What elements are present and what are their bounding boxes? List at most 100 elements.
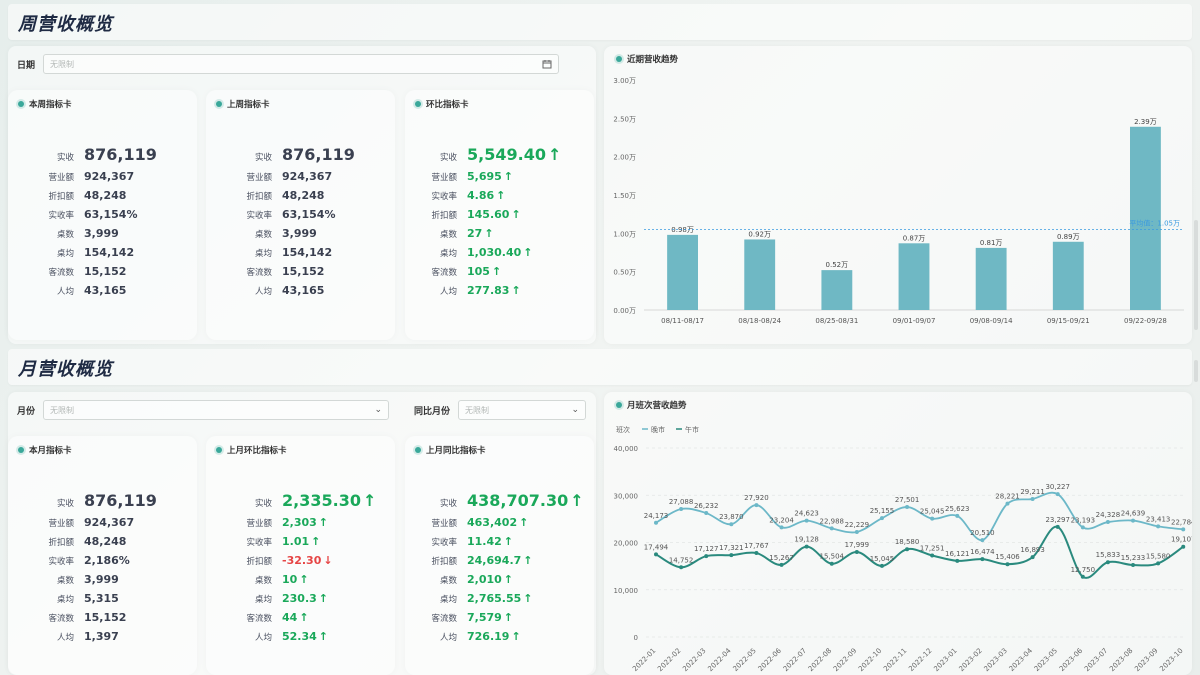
metric-row: 桌均 5,315: [8, 592, 197, 611]
metric-label: 桌数: [56, 230, 74, 240]
data-point: [1156, 524, 1161, 529]
metric-row: 桌均 2,765.55 ↑: [405, 592, 594, 611]
bar-value-label: 0.98万: [671, 226, 694, 234]
point-label: 17,251: [920, 544, 945, 552]
metric-value: 11.42 ↑: [467, 535, 514, 548]
date-picker[interactable]: 无限制: [43, 54, 560, 74]
month-filter: 月份 无限制 ⌄: [17, 400, 390, 420]
point-label: 16,893: [1020, 546, 1045, 554]
bar-value-label: 0.87万: [903, 234, 926, 242]
bar-value-label: 0.81万: [980, 239, 1003, 247]
metric-value: 48,248: [84, 535, 127, 548]
data-point: [779, 525, 784, 530]
point-label: 15,580: [1146, 552, 1171, 560]
y-tick-label: 20,000: [614, 540, 639, 548]
bar: [1130, 126, 1161, 311]
bar-value-label: 0.89万: [1057, 233, 1080, 241]
metric-row: 客流数 7,579 ↑: [405, 611, 594, 630]
weekly-chart-panel: 近期营收趋势 0.00万 0.50万 1.00万 1.50万 2.00万 2.50万 3.0…: [604, 46, 1192, 344]
y-tick-label: 1.00万: [613, 230, 636, 238]
metric-value: 876,119: [84, 491, 157, 510]
metric-label: 人均: [254, 287, 272, 297]
metric-row: 实收率 2,186%: [8, 554, 197, 573]
metric-label: 实收率: [246, 211, 272, 221]
data-point: [1080, 574, 1085, 579]
metric-list: 实收 876,119 营业额 924,367 折扣额 48,248 实收率 2,186% 桌数 3…: [8, 491, 197, 649]
page-scrollbar[interactable]: [1194, 360, 1198, 382]
arrow-up-icon: ↑: [503, 611, 514, 624]
metric-row: 桌数 27 ↑: [405, 227, 594, 246]
title-dot-icon: [18, 447, 24, 453]
x-tick-label: 2022-11: [882, 647, 908, 673]
data-point: [679, 507, 684, 512]
weekly-chart-title: 近期营收趋势: [616, 53, 678, 65]
metric-value: 27 ↑: [467, 227, 494, 240]
data-point: [1181, 544, 1186, 549]
x-tick-label: 09/01-09/07: [893, 317, 936, 325]
metric-value: 7,579 ↑: [467, 611, 514, 624]
arrow-up-icon: ↑: [484, 227, 494, 240]
point-label: 28,221: [995, 493, 1020, 501]
metric-label: 实收率: [48, 211, 74, 221]
data-point: [804, 518, 809, 523]
metric-row: 客流数 105 ↑: [405, 265, 594, 284]
metric-label: 营业额: [48, 519, 74, 529]
metric-value: 15,152: [84, 611, 127, 624]
point-label: 30,227: [1045, 483, 1070, 491]
arrow-up-icon: ↑: [503, 573, 514, 586]
monthly-card-1: 上月环比指标卡 实收 2,335.30 ↑ 营业额 2,303 ↑ 实收率 1.01 ↑ 折扣额 -3…: [206, 436, 395, 675]
y-tick-label: 0.00万: [613, 307, 636, 315]
metric-row: 折扣额 145.60 ↑: [405, 208, 594, 227]
bar: [898, 243, 930, 310]
metric-value: 10 ↑: [282, 573, 309, 586]
metric-label: 营业额: [48, 173, 74, 183]
metric-row: 实收率 63,154%: [8, 208, 197, 227]
metric-value: 2,303 ↑: [282, 516, 329, 529]
point-label: 18,580: [895, 538, 920, 546]
point-label: 14,752: [669, 556, 694, 564]
metric-value: 43,165: [282, 284, 325, 297]
data-point: [754, 551, 759, 556]
data-point: [879, 516, 884, 521]
month-select[interactable]: 无限制 ⌄: [43, 400, 390, 420]
metric-label: 桌均: [254, 595, 272, 605]
series-line: [655, 491, 1184, 541]
point-label: 27,920: [744, 494, 769, 502]
metric-row: 折扣额 24,694.7 ↑: [405, 554, 594, 573]
point-label: 25,045: [920, 508, 945, 516]
weekly-scrollbar[interactable]: [1194, 220, 1198, 330]
data-point: [930, 553, 935, 558]
metric-row: 实收 876,119: [206, 145, 395, 170]
metric-value: 2,765.55 ↑: [467, 592, 533, 605]
monthly-header: 月营收概览: [8, 349, 1192, 385]
data-point: [930, 516, 935, 521]
legend-title: 班次: [616, 425, 630, 434]
metric-value: 924,367: [84, 170, 135, 183]
point-label: 23,204: [769, 516, 794, 524]
metric-label: 客流数: [48, 614, 74, 624]
metric-row: 桌均 154,142: [8, 246, 197, 265]
bar: [975, 247, 1007, 310]
yoy-month-select[interactable]: 无限制 ⌄: [458, 400, 587, 420]
metric-row: 折扣额 48,248: [206, 189, 395, 208]
average-label: 平均值：1.05万: [1129, 219, 1180, 228]
point-label: 16,474: [970, 548, 995, 556]
monthly-chart-title: 月班次营收趋势: [616, 399, 687, 411]
arrow-up-icon: ↑: [503, 170, 514, 183]
metric-label: 桌数: [254, 576, 272, 586]
metric-label: 人均: [439, 287, 457, 297]
arrow-down-icon: ↓: [323, 554, 333, 567]
point-label: 25,155: [870, 507, 895, 515]
data-point: [1030, 555, 1035, 560]
point-label: 19,107: [1171, 536, 1192, 544]
x-tick-label: 09/22-09/28: [1124, 317, 1167, 325]
arrow-up-icon: ↑: [362, 491, 377, 510]
bar-value-label: 2.39万: [1134, 118, 1157, 126]
data-point: [854, 549, 859, 554]
metric-row: 实收率 4.86 ↑: [405, 189, 594, 208]
metric-row: 实收 5,549.40 ↑: [405, 145, 594, 170]
metric-label: 实收率: [48, 557, 74, 567]
y-tick-label: 1.50万: [613, 192, 636, 200]
point-label: 25,623: [945, 505, 970, 513]
date-label: 日期: [17, 60, 36, 71]
